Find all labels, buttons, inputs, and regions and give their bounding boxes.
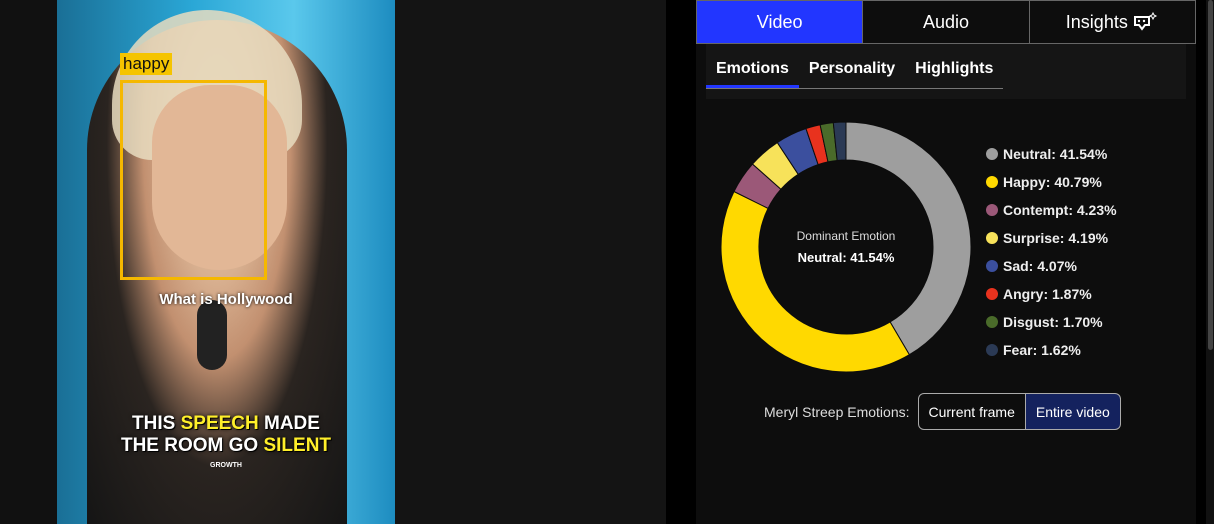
subtab-highlights[interactable]: Highlights (915, 60, 994, 77)
tab-audio[interactable]: Audio (863, 1, 1030, 43)
caption-line-2: THE ROOM GO SILENT (57, 435, 395, 457)
face-detection-box (120, 80, 267, 280)
legend-label: Happy: 40.79% (1003, 174, 1102, 190)
legend-item-disgust: Disgust: 1.70% (986, 308, 1117, 336)
donut-slice-fear[interactable] (832, 121, 847, 161)
legend-dot (986, 232, 998, 244)
donut-center-value: Neutral: 41.54% (797, 250, 895, 265)
watermark-logo: GROWTH (210, 462, 242, 469)
analysis-panel: Video Audio Insights Emotions Personalit… (696, 0, 1196, 524)
video-subtitle: What is Hollywood (159, 291, 293, 308)
subtab-emotions[interactable]: Emotions (706, 58, 799, 88)
legend-item-fear: Fear: 1.62% (986, 336, 1117, 364)
tab-label: Video (756, 11, 803, 32)
legend-dot (986, 204, 998, 216)
tab-insights[interactable]: Insights (1029, 1, 1195, 43)
tab-video[interactable]: Video (697, 1, 864, 43)
emotion-donut-chart (720, 121, 972, 373)
subtab-personality[interactable]: Personality (808, 60, 896, 77)
legend-label: Angry: 1.87% (1003, 286, 1092, 302)
face-emotion-label: happy (120, 53, 173, 75)
legend-dot (986, 176, 998, 188)
legend-item-neutral: Neutral: 41.54% (986, 140, 1117, 168)
scrollbar-thumb[interactable] (1208, 0, 1213, 350)
tab-label: Insights (1065, 11, 1128, 32)
legend-dot (986, 148, 998, 160)
left-margin (0, 0, 57, 524)
tab-label: Audio (922, 11, 970, 32)
entire-video-button[interactable]: Entire video (1025, 393, 1121, 430)
legend-item-contempt: Contempt: 4.23% (986, 196, 1117, 224)
legend-dot (986, 288, 998, 300)
legend-label: Sad: 4.07% (1003, 258, 1077, 274)
microphone (197, 300, 227, 370)
caption-text: THE ROOM GO (120, 435, 264, 456)
caption-highlight: SILENT (263, 435, 332, 456)
donut-slice-neutral[interactable] (845, 121, 972, 356)
caption-line-1: THIS SPEECH MADE (57, 413, 395, 435)
legend-dot (986, 316, 998, 328)
donut-slice-happy[interactable] (720, 190, 911, 373)
sparkle-chat-icon (1133, 11, 1157, 31)
legend-item-angry: Angry: 1.87% (986, 280, 1117, 308)
main-tabs: Video Audio Insights (696, 0, 1196, 44)
legend-dot (986, 260, 998, 272)
caption-text: MADE (258, 413, 320, 434)
video-player[interactable]: happy What is Hollywood THIS SPEECH MADE… (57, 0, 395, 524)
legend-dot (986, 344, 998, 356)
donut-center-title: Dominant Emotion (796, 229, 896, 243)
legend-item-surprise: Surprise: 4.19% (986, 224, 1117, 252)
legend-label: Fear: 1.62% (1003, 342, 1081, 358)
chart-legend: Neutral: 41.54% Happy: 40.79% Contempt: 4.… (986, 140, 1117, 364)
sub-tab-bar: Emotions Personality Highlights (706, 44, 1186, 99)
legend-item-happy: Happy: 40.79% (986, 168, 1117, 196)
legend-label: Contempt: 4.23% (1003, 202, 1117, 218)
current-frame-button[interactable]: Current frame (917, 393, 1026, 430)
scope-label: Meryl Streep Emotions: (764, 403, 910, 420)
caption-text: THIS (132, 413, 181, 434)
legend-label: Disgust: 1.70% (1003, 314, 1103, 330)
legend-label: Surprise: 4.19% (1003, 230, 1109, 246)
emotion-scope-selector: Meryl Streep Emotions: Current frame Ent… (764, 393, 1121, 430)
legend-item-sad: Sad: 4.07% (986, 252, 1117, 280)
legend-label: Neutral: 41.54% (1003, 146, 1108, 162)
spacer-panel (395, 0, 666, 524)
caption-highlight: SPEECH (180, 413, 259, 434)
